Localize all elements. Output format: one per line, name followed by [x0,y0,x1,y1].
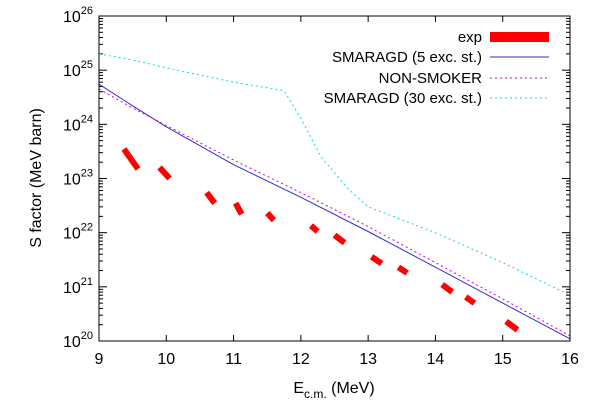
legend: exp SMARAGD (5 exc. st.) NON-SMOKER SMARAGD… [324,29,549,107]
exp-data-segment [440,282,455,295]
series-line-2 [99,88,570,337]
exp-data-segment [396,264,409,276]
x-axis-title-subscript: c.m. [304,387,327,401]
x-axis-title: Ec.m. (MeV) [293,380,374,401]
x-tick-label: 11 [225,351,242,368]
y-tick-label: 1025 [63,59,93,80]
x-tick-label: 15 [494,351,512,368]
y-tick-label: 1021 [63,276,93,297]
legend-label: SMARAGD (5 exc. st.) [332,49,482,66]
x-tick-label: 9 [95,351,104,368]
exp-data-segment [308,223,320,234]
data-series [99,53,570,340]
x-axis-title-main: E [293,380,304,397]
y-tick-label: 1026 [63,5,93,26]
legend-swatch-exp [490,32,549,42]
x-tick-label: 10 [157,351,175,368]
exp-data-segment [204,190,218,206]
axis-ticks: 9 10 11 12 13 14 15 16 1020 1021 1022 1023 1024 1025 1… [63,5,579,368]
exp-data-segment [121,147,141,171]
exp-data-segment [504,319,520,333]
exp-data-segment [463,294,477,306]
exp-data-segment [232,201,245,216]
y-tick-label: 1022 [63,222,93,243]
y-tick-label: 1024 [63,113,93,134]
exp-data-segment [332,232,347,246]
series-line-1 [99,83,570,340]
x-tick-label: 13 [359,351,377,368]
exp-data-segment [157,165,172,181]
legend-label: NON-SMOKER [379,70,483,87]
y-tick-label: 1020 [63,330,93,351]
y-tick-label: 1023 [63,168,93,189]
x-tick-label: 12 [292,351,310,368]
y-axis-title: S factor (MeV barn) [28,108,45,248]
legend-label: exp [458,29,482,46]
exp-data-segment [369,254,384,266]
exp-data-segment [265,211,277,223]
x-tick-label: 16 [561,351,579,368]
legend-label: SMARAGD (30 exc. st.) [324,90,482,107]
x-axis-title-unit: (MeV) [327,380,375,397]
plot-frame [98,15,571,342]
x-tick-label: 14 [427,351,445,368]
